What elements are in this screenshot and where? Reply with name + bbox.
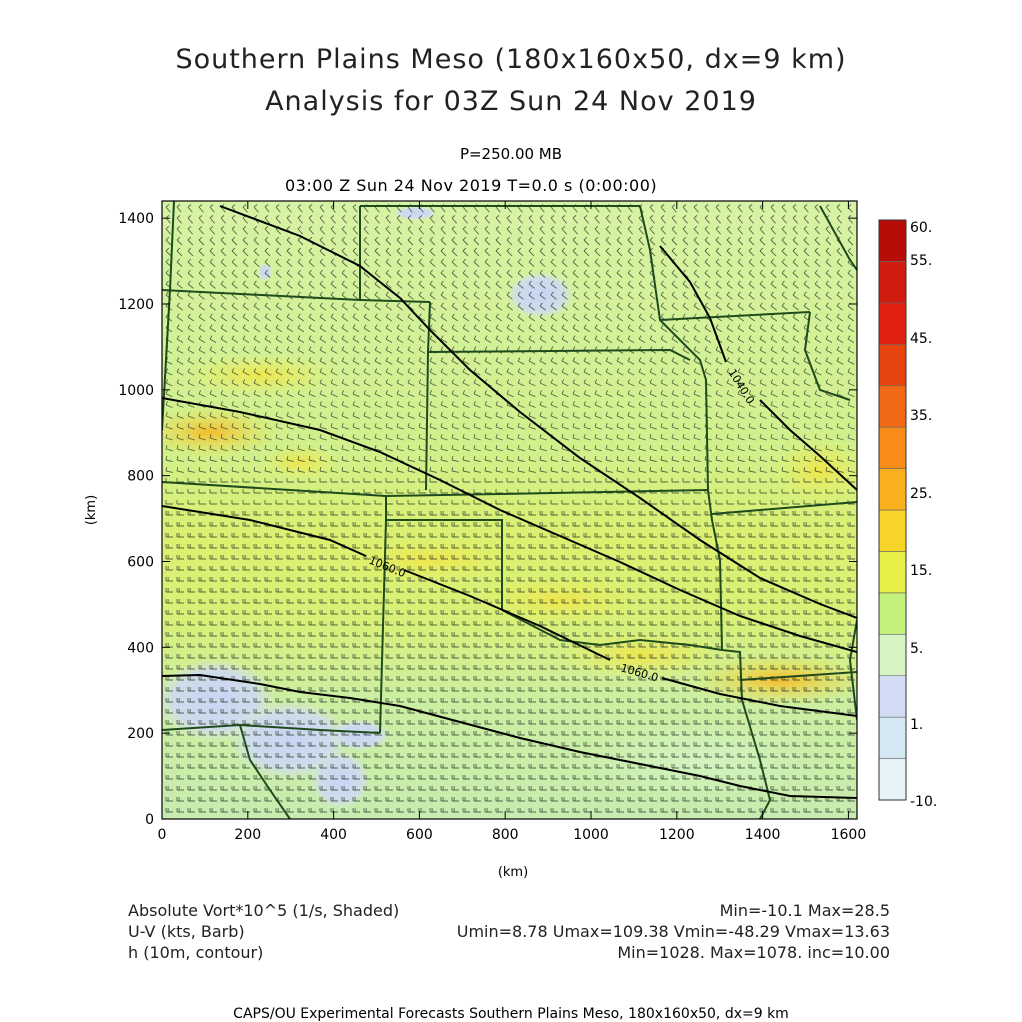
y-tick-label: 800 [127,469,154,485]
legend-field3-name: h (10m, contour) [128,943,264,962]
chart-subtitle: Analysis for 03Z Sun 24 Nov 2019 [265,86,757,117]
colorbar-swatch [878,551,907,594]
y-axis-title: (km) [84,495,99,525]
colorbar-label: 60. [910,220,932,236]
x-tick-label: 600 [406,827,433,843]
colorbar-label: 35. [910,408,932,424]
colorbar-swatch [878,509,907,552]
x-tick-label: 1200 [659,827,695,843]
x-axis-title: (km) [498,865,528,880]
colorbar-label: 5. [910,641,923,657]
colorbar-swatch [878,468,907,511]
x-tick-label: 1400 [745,827,781,843]
colorbar-swatch [878,716,907,759]
colorbar-swatch [878,633,907,677]
colorbar-swatch [878,592,907,635]
x-tick-label: 400 [320,827,347,843]
legend-field2-stats: Umin=8.78 Umax=109.38 Vmin=-48.29 Vmax=1… [456,922,890,941]
state-boundaries [162,201,857,819]
colorbar-label: 55. [910,253,932,269]
y-tick-label: 1400 [118,211,154,227]
plot-frame [161,200,858,820]
y-tick-label: 400 [127,640,154,656]
colorbar-swatch [878,675,907,718]
x-axis: 0 200 400 600 800 1000 1200 1400 1600 [158,201,867,843]
colorbar-swatch [878,758,907,801]
colorbar-swatch [878,426,907,469]
y-tick-label: 600 [127,555,154,571]
footer-credit: CAPS/OU Experimental Forecasts Southern … [233,1006,789,1022]
y-tick-label: 0 [145,812,154,828]
colorbar-swatch [878,343,907,387]
colorbar-label: -10. [910,794,937,810]
x-tick-label: 1000 [573,827,609,843]
y-axis: 0 200 400 600 800 1000 1200 1400 [118,211,857,828]
colorbar-swatch [878,261,907,304]
colorbar: -10. 1. 5. 15. 25. 35. 45. 55. 60. [878,219,937,810]
colorbar-label: 15. [910,563,932,579]
legend-field3-stats: Min=1028. Max=1078. inc=10.00 [617,943,890,962]
chart-title: Southern Plains Meso (180x160x50, dx=9 k… [175,44,847,75]
colorbar-label: 1. [910,717,923,733]
legend-field1-stats: Min=-10.1 Max=28.5 [719,901,890,920]
colorbar-swatch [878,219,907,262]
y-tick-label: 1200 [118,297,154,313]
x-tick-label: 1600 [831,827,867,843]
legend-field2-name: U-V (kts, Barb) [128,922,245,941]
height-contours [162,205,857,799]
y-tick-label: 1000 [118,383,154,399]
valid-time-label: 03:00 Z Sun 24 Nov 2019 T=0.0 s (0:00:00… [285,176,658,195]
colorbar-swatch [878,385,907,428]
colorbar-frame [878,219,907,801]
x-tick-label: 0 [158,827,167,843]
x-tick-label: 200 [234,827,261,843]
pressure-level-label: P=250.00 MB [459,145,563,163]
x-tick-label: 800 [492,827,519,843]
legend-field1-name: Absolute Vort*10^5 (1/s, Shaded) [128,901,400,920]
colorbar-swatch [878,302,907,345]
colorbar-label: 45. [910,331,932,347]
colorbar-label: 25. [910,486,932,502]
y-tick-label: 200 [127,726,154,742]
